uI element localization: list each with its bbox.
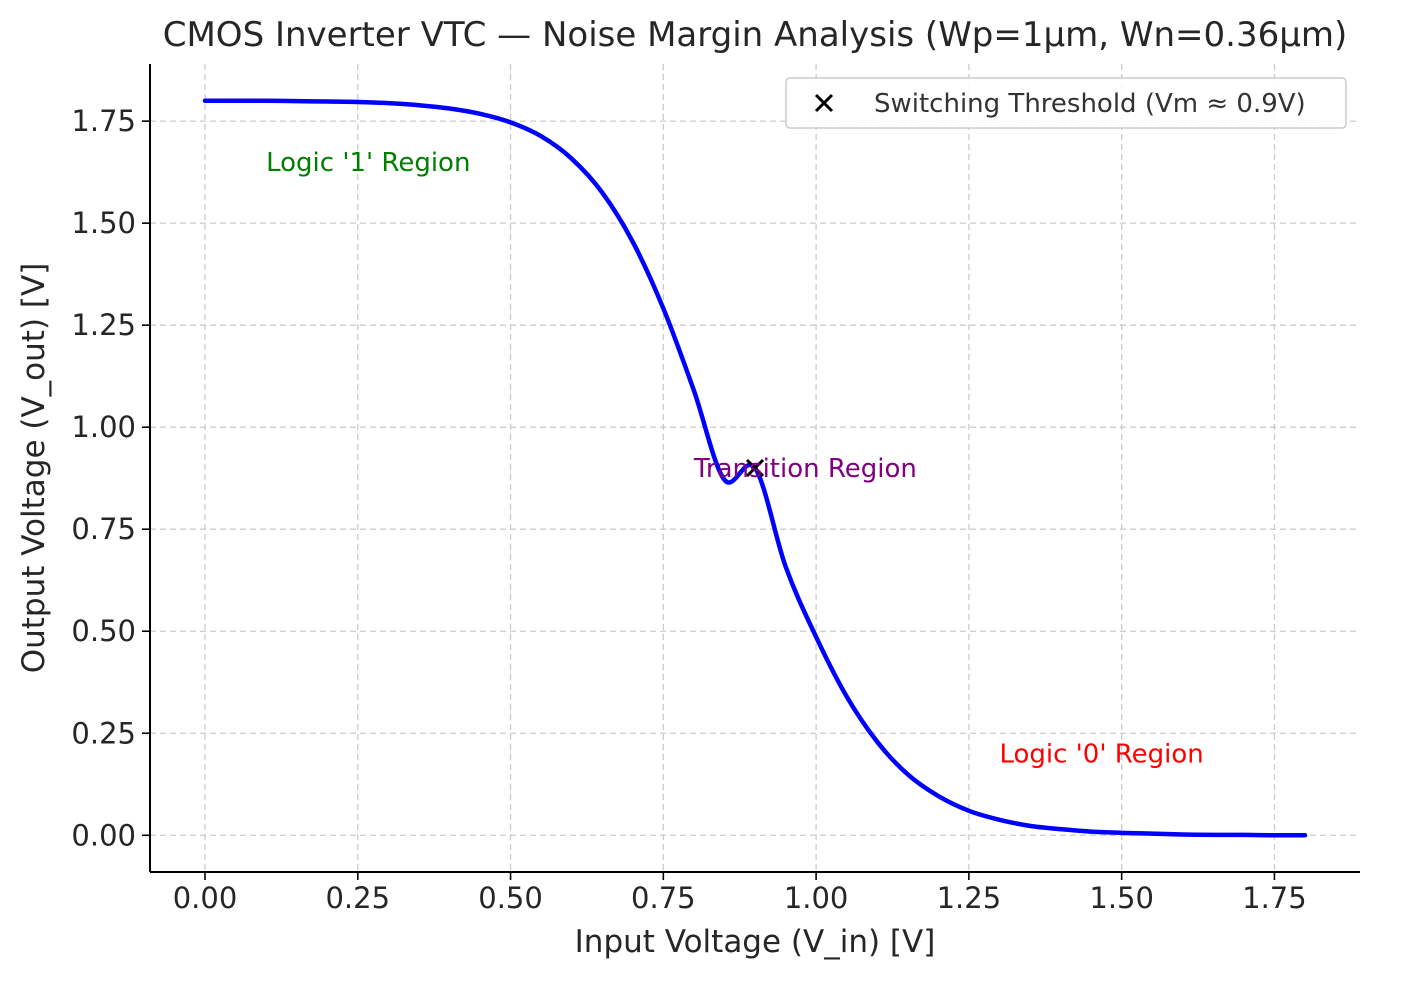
annotation-0: Logic '1' Region [266,148,470,178]
y-tick-label-0: 0.00 [71,818,136,852]
legend-box [785,77,1347,129]
x-tick-label-3: 0.75 [631,881,696,915]
switching-threshold-marker [745,458,765,478]
marker-stroke-b [745,458,765,478]
x-tick-label-5: 1.25 [937,881,1002,915]
x-tick-label-6: 1.50 [1089,881,1154,915]
y-tick-label-6: 1.50 [71,206,136,240]
y-tick-label-7: 1.75 [71,104,136,138]
y-tick-label-4: 1.00 [71,410,136,444]
x-tick-label-2: 0.50 [478,881,543,915]
y-tick-label-3: 0.75 [71,512,136,546]
chart-title: CMOS Inverter VTC — Noise Margin Analysi… [163,15,1348,55]
axes [149,64,1360,873]
grid [150,64,1360,872]
legend-marker-b [814,93,834,113]
y-tick-label-5: 1.25 [71,308,136,342]
legend: Switching Threshold (Vm ≈ 0.9V) [785,77,1347,129]
x-axis-label: Input Voltage (V_in) [V] [575,924,936,960]
annotations: Logic '1' Region Transition Region Logic '… [266,148,1204,770]
legend-label: Switching Threshold (Vm ≈ 0.9V) [874,89,1306,119]
x-tick-label-0: 0.00 [173,881,238,915]
y-axis-label: Output Voltage (V_out) [V] [16,263,52,674]
annotation-2: Logic '0' Region [999,740,1203,770]
y-tick-label-2: 0.50 [71,614,136,648]
annotation-1: Transition Region [693,454,917,484]
tick-labels: 0.00 0.25 0.50 0.75 1.00 1.25 1.50 1.75 0.00 0.25… [71,104,1306,915]
series-layer [202,98,1308,838]
x-tick-label-4: 1.00 [784,881,849,915]
y-tick-label-1: 0.25 [71,716,136,750]
x-tick-label-1: 0.25 [325,881,390,915]
x-tick-label-7: 1.75 [1242,881,1307,915]
